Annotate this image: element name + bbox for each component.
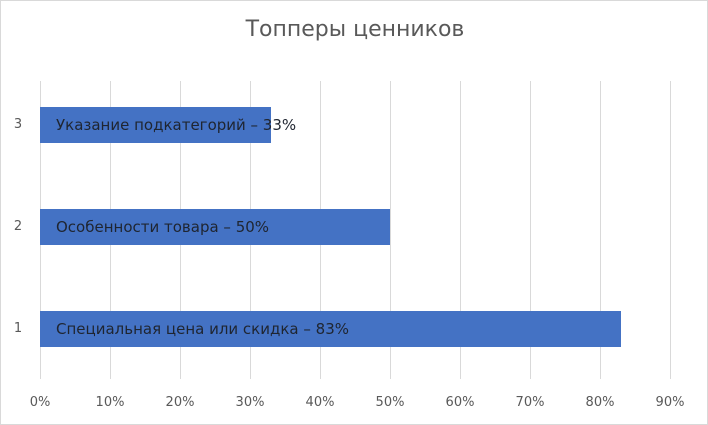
chart-title: Топперы ценников <box>245 17 465 42</box>
y-tick-label: 2 <box>13 219 23 234</box>
y-tick-label: 3 <box>13 117 23 132</box>
x-tick-label: 20% <box>165 395 195 410</box>
gridline-50 <box>390 81 391 379</box>
bar-data-label: Особенности товара – 50% <box>56 218 270 236</box>
x-tick-label: 40% <box>305 395 335 410</box>
x-tick-label: 50% <box>375 395 405 410</box>
x-tick-label: 0% <box>29 395 51 410</box>
plot-area: Указание подкатегорий – 33% Особенности … <box>40 81 671 379</box>
bar-category-1: Специальная цена или скидка – 83% <box>40 311 621 347</box>
bar-data-label: Указание подкатегорий – 33% <box>56 116 297 134</box>
x-tick-label: 90% <box>655 395 685 410</box>
bar-category-3: Указание подкатегорий – 33% <box>40 107 296 143</box>
y-tick-label: 1 <box>13 321 23 336</box>
gridline-60 <box>460 81 461 379</box>
bar-category-2: Особенности товара – 50% <box>40 209 390 245</box>
gridline-70 <box>530 81 531 379</box>
x-tick-label: 10% <box>95 395 125 410</box>
bar-data-label: Специальная цена или скидка – 83% <box>56 320 349 338</box>
x-tick-label: 60% <box>445 395 475 410</box>
x-tick-label: 30% <box>235 395 265 410</box>
gridline-80 <box>600 81 601 379</box>
gridline-90 <box>670 81 671 379</box>
x-tick-label: 70% <box>515 395 545 410</box>
x-tick-label: 80% <box>585 395 615 410</box>
